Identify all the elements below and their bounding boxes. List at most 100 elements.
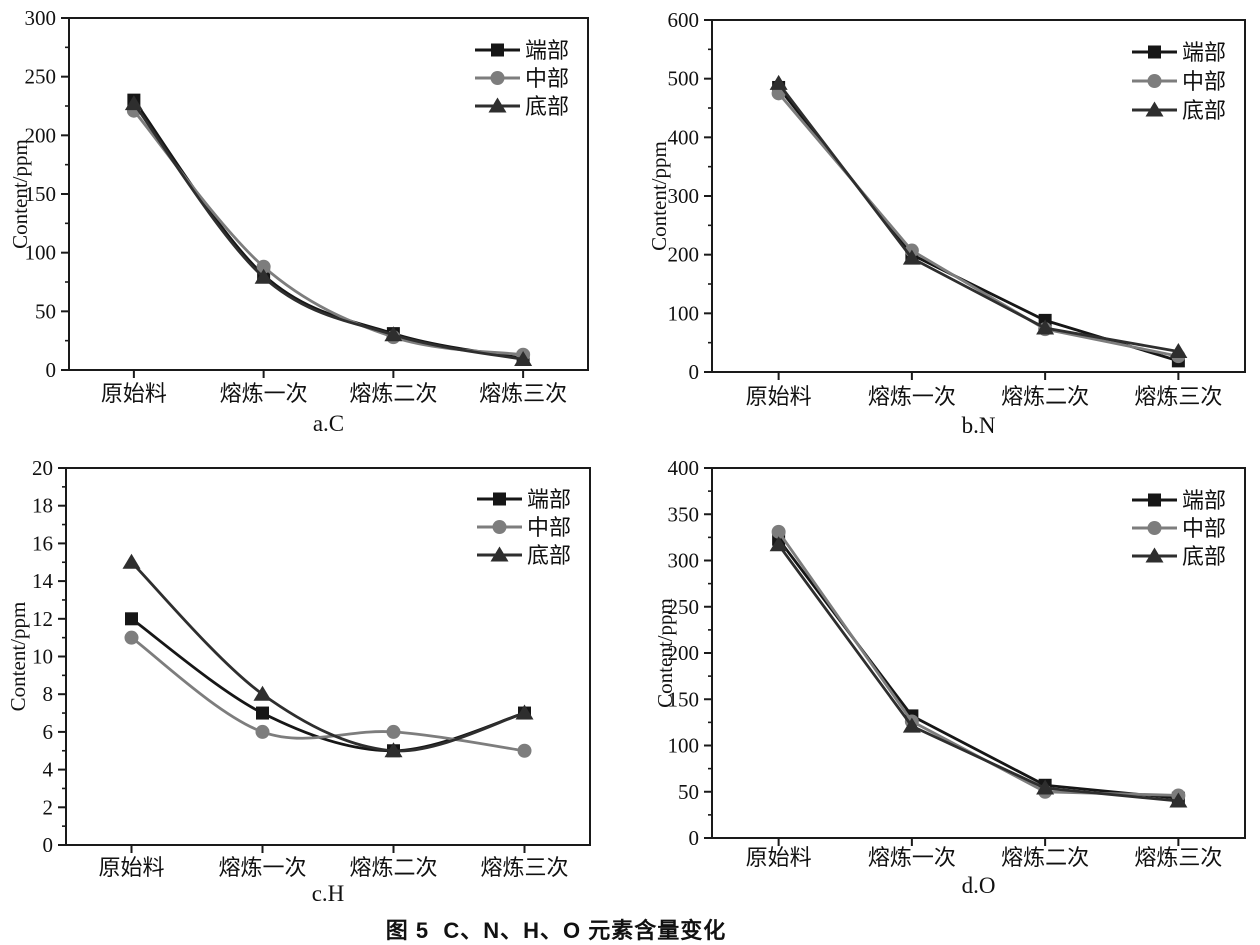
legend-circle-icon [1147, 521, 1162, 535]
y-tick-label: 150 [25, 182, 57, 206]
y-tick-label: 400 [668, 125, 700, 149]
x-category-label: 原始料 [746, 845, 812, 870]
data-point-circle [771, 524, 786, 539]
y-tick-label: 100 [668, 734, 700, 758]
chart-panel-b-nitrogen: 0 100 200 300 400 500 600 原始料 熔炼一次 熔炼二次 熔炼三次 Conten… [647, 8, 1246, 438]
series-line-中部 [130, 636, 525, 753]
y-tick-label: 14 [32, 569, 54, 593]
y-tick-label: 150 [668, 687, 700, 711]
series-中部 [771, 524, 1186, 803]
series-line-底部 [777, 82, 1179, 353]
data-point-circle [386, 724, 401, 739]
series-line-底部 [132, 102, 524, 361]
y-axis: 0 100 200 300 400 500 600 [668, 8, 712, 384]
x-category-label: 熔炼三次 [1134, 384, 1222, 409]
y-tick-label: 8 [43, 682, 54, 706]
plot-frame [711, 19, 1246, 373]
y-tick-label: 12 [32, 607, 53, 631]
series-端部 [127, 93, 530, 365]
series-底部 [769, 536, 1188, 808]
legend-circle-icon [492, 520, 507, 534]
legend-label: 底部 [1182, 544, 1226, 569]
y-tick-label: 2 [43, 795, 54, 819]
y-axis: 0 50 100 150 200 250 300 [25, 6, 69, 382]
series-中部 [126, 103, 531, 362]
y-tick-label: 600 [668, 8, 700, 32]
x-axis: 原始料 熔炼一次 熔炼二次 熔炼三次 [101, 370, 567, 406]
data-point-circle [255, 724, 270, 739]
y-tick-label: 250 [668, 595, 700, 619]
legend-square-icon [1148, 45, 1161, 59]
plot-frame [68, 17, 589, 371]
series-line-底部 [130, 561, 525, 753]
data-point-triangle [124, 95, 143, 111]
y-axis: 0 2 4 6 8 10 12 14 16 18 20 [32, 456, 66, 857]
chart-grid: 0 50 100 150 200 250 300 原始料 熔炼一次 熔炼二次 熔炼三次 Content… [6, 6, 1246, 906]
data-point-triangle [122, 553, 141, 569]
y-tick-label: 200 [25, 123, 57, 147]
y-axis-title: Content/ppm [647, 141, 671, 251]
series-底部 [124, 95, 533, 366]
x-category-label: 熔炼一次 [868, 384, 956, 409]
data-point-circle [124, 630, 139, 645]
series-line-端部 [777, 538, 1179, 800]
y-axis-title: Content/ppm [6, 602, 30, 712]
y-tick-label: 0 [689, 826, 700, 850]
legend-label: 底部 [527, 543, 571, 568]
y-tick-label: 10 [32, 645, 53, 669]
data-point-triangle [254, 268, 273, 284]
series-中部 [124, 630, 532, 758]
series-底部 [769, 74, 1188, 358]
data-point-triangle [253, 685, 272, 701]
data-point-triangle [902, 717, 921, 733]
x-category-label: 熔炼三次 [480, 855, 568, 880]
x-category-label: 原始料 [98, 855, 164, 880]
y-tick-label: 400 [668, 456, 700, 480]
y-tick-label: 16 [32, 531, 53, 555]
series-line-端部 [132, 99, 524, 360]
series-中部 [771, 86, 1186, 364]
x-category-label: 熔炼一次 [220, 381, 308, 406]
legend-triangle-icon [1145, 101, 1164, 117]
data-point-triangle [384, 742, 403, 758]
y-tick-label: 250 [25, 65, 57, 89]
data-point-triangle [1036, 319, 1055, 335]
series-line-底部 [777, 543, 1179, 803]
legend-triangle-icon [1145, 547, 1164, 563]
y-axis: 0 50 100 150 200 250 300 350 400 [668, 456, 712, 850]
series-line-中部 [132, 109, 524, 357]
data-point-triangle [384, 326, 403, 342]
legend-circle-icon [1147, 74, 1162, 88]
y-tick-label: 100 [25, 241, 57, 265]
y-tick-label: 0 [43, 833, 54, 857]
data-point-square [256, 706, 269, 720]
series-端部 [772, 80, 1185, 368]
y-tick-label: 300 [668, 549, 700, 573]
y-tick-label: 200 [668, 641, 700, 665]
panel-title: b.N [962, 413, 996, 438]
legend-triangle-icon [490, 546, 509, 562]
data-point-triangle [902, 249, 921, 265]
chart-panel-c-hydrogen: 0 2 4 6 8 10 12 14 16 18 20 原始料 熔炼一次 熔炼二次 熔炼三次 Content/… [6, 456, 591, 906]
y-tick-label: 18 [32, 494, 53, 518]
y-tick-label: 6 [43, 720, 54, 744]
panel-title: a.C [313, 411, 344, 436]
y-tick-label: 50 [35, 299, 56, 323]
x-category-label: 熔炼一次 [218, 855, 306, 880]
y-tick-label: 500 [668, 67, 700, 91]
panel-title: c.H [312, 881, 345, 906]
x-category-label: 熔炼三次 [479, 381, 567, 406]
legend-label: 端部 [1182, 40, 1226, 65]
y-tick-label: 50 [678, 780, 699, 804]
y-axis-title: Content/ppm [653, 598, 677, 708]
series-line-端部 [777, 86, 1179, 363]
legend-square-icon [493, 492, 506, 506]
x-category-label: 熔炼二次 [1001, 384, 1089, 409]
legend-circle-icon [490, 71, 505, 85]
y-tick-label: 0 [689, 360, 700, 384]
x-axis: 原始料 熔炼一次 熔炼二次 熔炼三次 [746, 838, 1222, 870]
plot-frame [65, 467, 591, 846]
x-category-label: 熔炼二次 [349, 381, 437, 406]
